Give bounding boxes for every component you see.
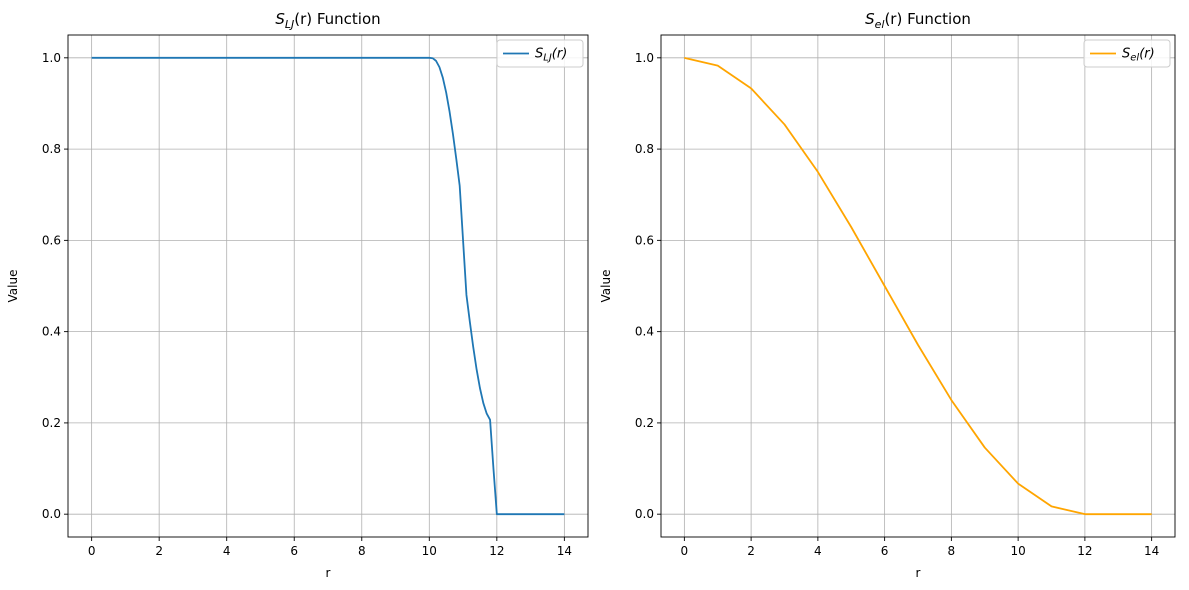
x-tick-label: 14 [557, 544, 572, 558]
legend-subscript: LJ [543, 53, 552, 64]
chart-title: Sel(r) Function [865, 10, 971, 31]
y-tick-label: 0.2 [42, 416, 61, 430]
left-plot-panel: 0 2 4 6 8 10 12 140.00.20.40.60.81.0rValueSLJ(r… [6, 10, 589, 580]
title-rest: (r) Function [884, 10, 970, 28]
y-tick-label: 0.0 [42, 507, 61, 521]
legend: Sel(r) [1083, 39, 1171, 68]
series-line-0 [91, 56, 565, 516]
x-tick-label: 14 [1144, 544, 1159, 558]
title-subscript: el [875, 18, 885, 31]
y-axis-label: Value [6, 270, 20, 303]
x-tick-label: 4 [223, 544, 231, 558]
x-tick-label: 6 [290, 544, 298, 558]
chart-title: SLJ(r) Function [275, 10, 380, 31]
legend: SLJ(r) [496, 39, 584, 68]
legend-label: Sel(r) [1122, 47, 1155, 64]
legend-rest: (r) [1139, 47, 1155, 62]
y-tick-label: 0.4 [635, 325, 654, 339]
x-tick-label: 12 [1077, 544, 1092, 558]
legend-rest: (r) [552, 47, 568, 62]
legend-box [496, 39, 584, 68]
y-tick-label: 0.2 [635, 416, 654, 430]
x-tick-label: 2 [155, 544, 163, 558]
y-tick-label: 0.0 [635, 507, 654, 521]
x-tick-label: 6 [881, 544, 889, 558]
axes-frame [67, 34, 589, 538]
x-tick-label: 10 [422, 544, 437, 558]
series-line-0 [684, 56, 1152, 516]
title-rest: (r) Function [294, 10, 380, 28]
y-tick-label: 0.8 [635, 142, 654, 156]
legend-symbol: S [535, 47, 543, 62]
legend-label: SLJ(r) [535, 47, 567, 64]
legend-symbol: S [1122, 47, 1130, 62]
title-symbol: S [275, 10, 285, 28]
x-tick-label: 0 [681, 544, 689, 558]
x-tick-label: 12 [489, 544, 504, 558]
x-tick-label: 8 [358, 544, 366, 558]
x-axis-label: r [326, 566, 331, 580]
x-tick-label: 0 [88, 544, 96, 558]
y-tick-label: 1.0 [635, 51, 654, 65]
x-tick-label: 10 [1010, 544, 1025, 558]
axes-frame [660, 34, 1176, 538]
right-plot-panel: 0 2 4 6 8 10 12 140.00.20.40.60.81.0rValueSel(r… [599, 10, 1176, 580]
y-tick-label: 0.8 [42, 142, 61, 156]
y-tick-label: 0.6 [42, 233, 61, 247]
y-tick-label: 0.6 [635, 233, 654, 247]
title-symbol: S [865, 10, 875, 28]
legend-box [1083, 39, 1171, 68]
title-subscript: LJ [285, 18, 294, 31]
y-axis-label: Value [599, 270, 613, 303]
y-tick-label: 0.4 [42, 325, 61, 339]
x-tick-label: 4 [814, 544, 822, 558]
x-axis-label: r [916, 566, 921, 580]
x-tick-label: 2 [747, 544, 755, 558]
y-tick-label: 1.0 [42, 51, 61, 65]
legend-subscript: el [1130, 53, 1139, 64]
x-tick-label: 8 [948, 544, 956, 558]
